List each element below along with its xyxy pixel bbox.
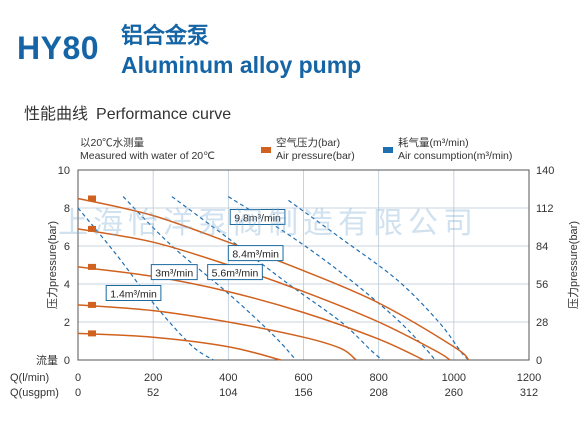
consumption-annotation-box	[229, 209, 286, 225]
legend-air-consumption-cn: 耗气量(m³/min)	[398, 137, 469, 149]
consumption-annotation-label: 8.4m³/min	[232, 249, 279, 261]
air-consumption-curve	[77, 207, 214, 361]
y-left-tick-label: 6	[64, 241, 70, 253]
air-consumption-curve	[122, 196, 297, 361]
x-tick-label-usgpm: 156	[294, 387, 312, 399]
air-consumption-curve	[171, 196, 383, 361]
y-right-tick-label: 84	[536, 241, 548, 253]
x-tick-label-lmin: 600	[294, 372, 312, 384]
air-pressure-curve	[77, 228, 451, 361]
x-tick-label-usgpm: 260	[445, 387, 463, 399]
x-tick-label-usgpm: 208	[369, 387, 387, 399]
product-title-cn: 铝合金泵	[121, 23, 210, 48]
x-tick-label-usgpm: 312	[520, 387, 538, 399]
consumption-annotation-label: 9.8m³/min	[234, 213, 281, 225]
y-left-tick-label: 2	[64, 317, 70, 329]
flow-zero-label: 流量	[36, 353, 58, 367]
consumption-annotation-box	[207, 264, 263, 281]
air-pressure-marker	[88, 225, 96, 232]
air-pressure-marker	[88, 195, 96, 202]
x-tick-label-lmin: 1000	[442, 372, 466, 384]
consumption-annotation-box	[105, 285, 162, 301]
y-left-tick-label: 10	[58, 165, 70, 177]
air-pressure-marker	[88, 330, 96, 337]
air-pressure-curve	[77, 266, 425, 361]
x-tick-label-usgpm: 0	[75, 387, 81, 399]
section-title: 性能曲线 Performance curve	[24, 100, 231, 124]
legend-swatch-orange	[261, 147, 271, 153]
air-pressure-curve	[77, 304, 357, 361]
y-left-tick-label: 0	[64, 355, 70, 367]
legend-swatch-blue	[383, 147, 393, 153]
measurement-note-en: Measured with water of 20℃	[80, 150, 215, 162]
consumption-annotation-box	[227, 245, 284, 262]
consumption-annotation-label: 3m³/min	[155, 268, 193, 280]
air-pressure-marker	[88, 263, 96, 270]
x-tick-label-usgpm: 104	[219, 387, 237, 399]
y-left-tick-label: 8	[64, 203, 70, 215]
x-tick-label-usgpm: 52	[147, 387, 159, 399]
model-name: HY80	[17, 30, 100, 66]
y-right-tick-label: 56	[536, 279, 548, 291]
x-axis-label-lmin: Q(l/min)	[10, 372, 49, 384]
legend-air-consumption-en: Air consumption(m³/min)	[398, 150, 513, 162]
consumption-annotation-label: 5.6m³/min	[212, 268, 259, 280]
x-tick-label-lmin: 400	[219, 372, 237, 384]
legend-air-pressure-en: Air pressure(bar)	[276, 150, 355, 162]
legend-air-consumption: 耗气量(m³/min) Air consumption(m³/min)	[383, 137, 513, 163]
y-right-tick-label: 140	[536, 165, 554, 177]
measurement-note: 以20℃水测量 Measured with water of 20℃	[80, 137, 215, 163]
x-tick-label-lmin: 0	[75, 372, 81, 384]
air-consumption-curve	[228, 196, 436, 361]
x-tick-label-lmin: 800	[369, 372, 387, 384]
y-left-axis-label: 压力pressure(bar)	[46, 221, 59, 309]
y-right-tick-label: 112	[536, 203, 554, 215]
plot-frame	[77, 169, 530, 361]
product-title-en: Aluminum alloy pump	[121, 52, 362, 78]
y-right-tick-label: 0	[536, 355, 542, 367]
consumption-annotation-label: 1.4m³/min	[110, 289, 157, 301]
section-title-en: Performance curve	[96, 106, 232, 123]
x-tick-label-lmin: 200	[144, 372, 162, 384]
x-tick-label-lmin: 1200	[517, 372, 541, 384]
y-left-tick-label: 4	[64, 279, 70, 291]
measurement-note-cn: 以20℃水测量	[80, 137, 145, 149]
legend-air-pressure-cn: 空气压力(bar)	[276, 137, 341, 149]
consumption-annotation-box	[150, 264, 198, 281]
y-right-tick-label: 28	[536, 317, 548, 329]
legend-air-pressure: 空气压力(bar) Air pressure(bar)	[261, 137, 355, 163]
section-title-cn: 性能曲线	[24, 106, 89, 123]
y-right-axis-label: 压力pressure(bar)	[567, 221, 580, 309]
x-axis-label-usgpm: Q(usgpm)	[10, 387, 59, 399]
air-pressure-curve	[77, 197, 470, 361]
air-pressure-curve	[77, 332, 282, 361]
air-pressure-marker	[88, 301, 96, 308]
